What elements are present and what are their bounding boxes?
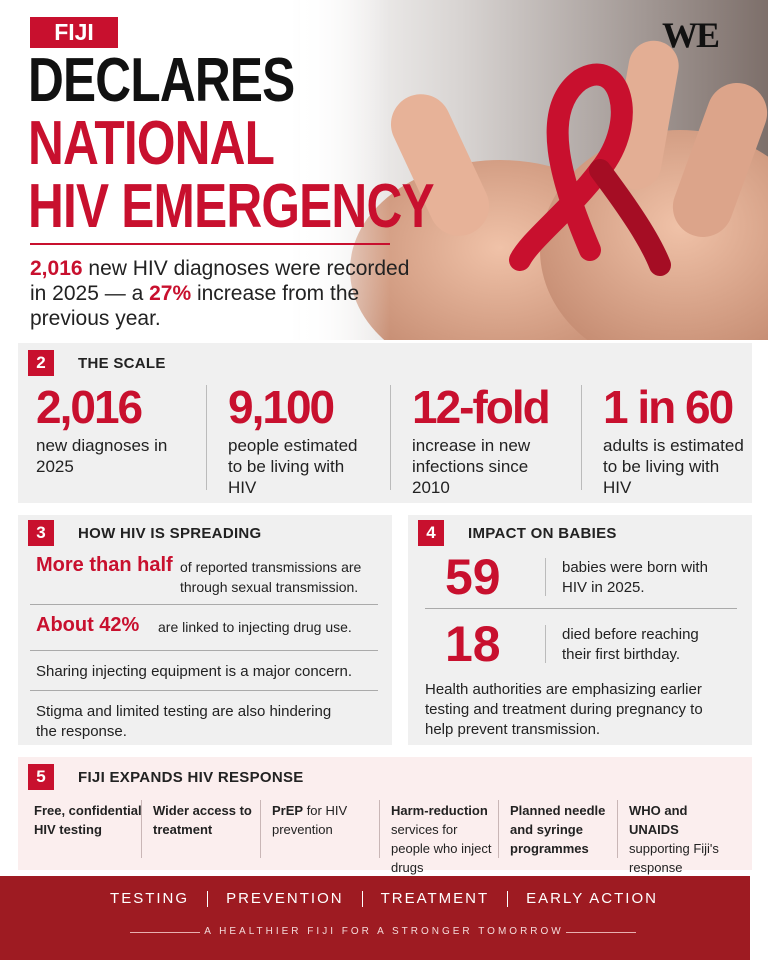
title-line: NATIONAL bbox=[28, 109, 275, 178]
divider bbox=[30, 650, 378, 651]
divider bbox=[30, 604, 378, 605]
item-text: Stigma and limited testing are also hind… bbox=[36, 703, 332, 740]
divider bbox=[379, 800, 380, 858]
item-lead: About 42% bbox=[36, 614, 140, 636]
divider bbox=[545, 625, 546, 663]
stat-label: adults is estimated to be living with HI… bbox=[603, 436, 744, 497]
divider bbox=[617, 800, 618, 858]
divider bbox=[260, 800, 261, 858]
badge: FIJI bbox=[30, 17, 118, 48]
pillar: PREVENTION bbox=[226, 890, 344, 907]
divider bbox=[141, 800, 142, 858]
section-number: 2 bbox=[28, 350, 54, 376]
section-title: HOW HIV IS SPREADING bbox=[78, 525, 262, 542]
section-title: THE SCALE bbox=[78, 355, 166, 372]
item-part: Free, confidential HIV testing bbox=[34, 803, 142, 837]
section-title: FIJI EXPANDS HIV RESPONSE bbox=[78, 769, 304, 786]
stat-label: new diagnoses in 2025 bbox=[36, 436, 168, 476]
lead-segment: 27% bbox=[149, 282, 192, 305]
section-title: IMPACT ON BABIES bbox=[468, 525, 617, 542]
separator bbox=[361, 890, 363, 907]
stat-value: 12-fold bbox=[412, 381, 551, 433]
item-part: Wider access to treatment bbox=[153, 803, 252, 837]
stat-label: increase in new infections since 2010 bbox=[412, 436, 531, 497]
lead-segment: 2,016 bbox=[30, 257, 83, 280]
lead: 2,016 new HIV diagnoses were recorded in… bbox=[30, 256, 430, 331]
separator bbox=[207, 890, 209, 907]
item-lead: More than half bbox=[36, 554, 173, 576]
response-item: Wider access to treatment bbox=[153, 801, 261, 839]
babies-note: Health authorities are emphasizing earli… bbox=[425, 681, 703, 738]
divider bbox=[498, 800, 499, 858]
separator bbox=[507, 890, 509, 907]
item-part: WHO and UNAIDS bbox=[629, 803, 688, 837]
title-line: HIV EMERGENCY bbox=[28, 172, 435, 241]
response-item: Free, confidential HIV testing bbox=[34, 801, 142, 839]
tagline: A HEALTHIER FIJI FOR A STRONGER TOMORROW bbox=[204, 926, 564, 937]
response-item: PrEP for HIV prevention bbox=[272, 801, 380, 839]
lead-segment: new HIV diagnoses were recorded in 2025 … bbox=[30, 257, 410, 305]
divider bbox=[581, 385, 582, 490]
item-part: services for people who inject drugs bbox=[391, 822, 492, 875]
babies-box bbox=[408, 515, 752, 745]
scale-box bbox=[18, 343, 752, 503]
spreading-box bbox=[18, 515, 392, 745]
baby-value: 59 bbox=[445, 549, 501, 605]
stat-value: 2,016 bbox=[36, 381, 143, 433]
title-line: DECLARES bbox=[28, 46, 295, 115]
item-part: for HIV prevention bbox=[272, 803, 348, 837]
item-part: PrEP bbox=[272, 803, 304, 818]
logo: WE bbox=[662, 15, 720, 55]
response-item: Planned needle and syringe programmes bbox=[510, 801, 618, 858]
baby-value: 18 bbox=[445, 616, 501, 672]
pillar: EARLY ACTION bbox=[526, 890, 658, 907]
section-number: 3 bbox=[28, 520, 54, 546]
section-number: 4 bbox=[418, 520, 444, 546]
response-item: Harm-reduction services for people who i… bbox=[391, 801, 499, 877]
item-text: are linked to injecting drug use. bbox=[158, 619, 352, 635]
tagline-rule bbox=[130, 932, 200, 933]
item-part: Harm-reduction bbox=[391, 803, 488, 818]
item-text: of reported transmissions are through se… bbox=[180, 559, 362, 595]
baby-label: died before reaching their first birthda… bbox=[562, 626, 699, 663]
stat-label: people estimated to be living with HIV bbox=[228, 436, 358, 497]
lead-segment: increase from the previous year. bbox=[30, 282, 360, 330]
stat-value: 1 in 60 bbox=[603, 381, 734, 433]
response-item: WHO and UNAIDS supporting Fiji's respons… bbox=[629, 801, 737, 877]
hero-photo bbox=[0, 0, 768, 340]
item-part: Planned needle and syringe programmes bbox=[510, 803, 606, 856]
divider bbox=[545, 558, 546, 596]
section-number: 5 bbox=[28, 764, 54, 790]
pillar: TREATMENT bbox=[380, 890, 490, 907]
stat-value: 9,100 bbox=[228, 381, 335, 433]
divider bbox=[206, 385, 207, 490]
baby-label: babies were born with HIV in 2025. bbox=[562, 559, 708, 596]
title-rule bbox=[30, 243, 390, 245]
tagline-rule bbox=[566, 932, 636, 933]
footer-band bbox=[0, 876, 750, 960]
pillars: TESTING PREVENTION TREATMENT EARLY ACTION bbox=[0, 890, 768, 907]
pillar: TESTING bbox=[110, 890, 190, 907]
item-part: supporting Fiji's response bbox=[629, 841, 719, 875]
response-box bbox=[18, 757, 752, 870]
divider bbox=[390, 385, 391, 490]
item-text: Sharing injecting equipment is a major c… bbox=[36, 663, 353, 680]
divider bbox=[425, 608, 737, 609]
divider bbox=[30, 690, 378, 691]
